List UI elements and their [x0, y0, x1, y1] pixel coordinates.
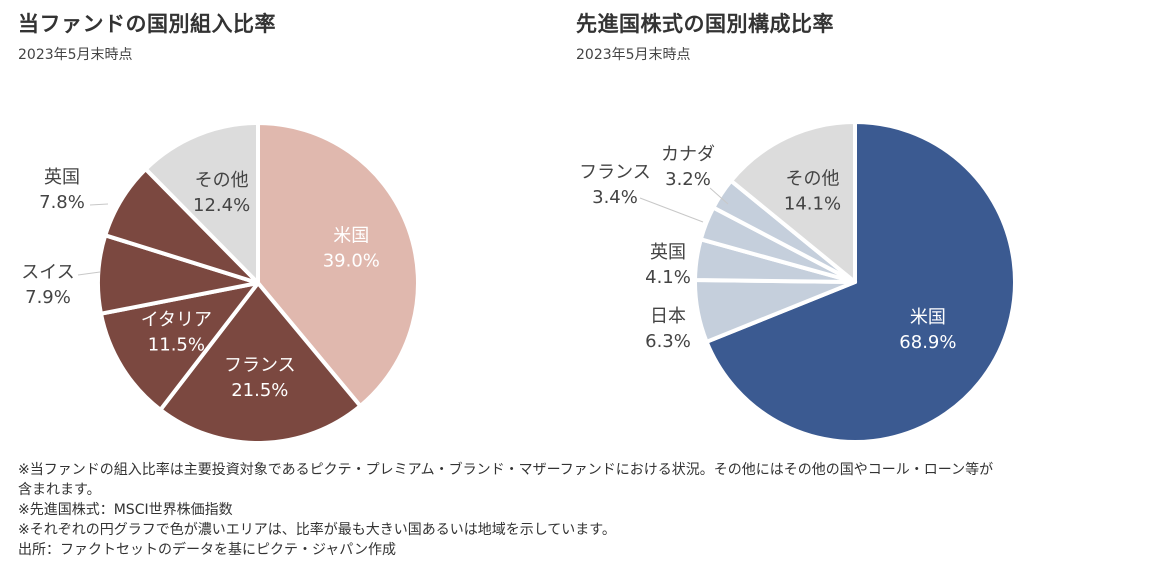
leader-line	[639, 197, 704, 223]
chart-2-subtitle: 2023年5月末時点	[576, 47, 691, 63]
pie-slice	[158, 281, 363, 445]
footnotes: ※当ファンドの組入比率は主要投資対象であるピクテ・プレミアム・ブランド・マザーフ…	[18, 460, 1138, 560]
pie-chart-fund-allocation: 米国 39.0% フランス 21.5% イタリア 11.5% スイス 7.9% 英国 7.8% その…	[21, 121, 420, 445]
slice-label: 米国	[333, 225, 369, 246]
chart-1-subtitle: 2023年5月末時点	[18, 47, 133, 63]
leader-line	[709, 187, 729, 205]
pie-slice	[98, 281, 260, 412]
footnote-line: 含まれます。	[18, 482, 101, 498]
slice-value-label: 3.2%	[665, 169, 711, 190]
slice-value-label: 6.3%	[645, 331, 691, 352]
slice-label: 米国	[910, 307, 946, 328]
slice-value-label: 21.5%	[231, 380, 288, 401]
leader-line	[89, 203, 109, 206]
footnote-line: ※当ファンドの組入比率は主要投資対象であるピクテ・プレミアム・ブランド・マザーフ…	[18, 462, 994, 478]
slice-value-label: 14.1%	[784, 193, 841, 214]
slice-value-label: 4.1%	[645, 267, 691, 288]
slice-label: 英国	[650, 242, 686, 263]
footnote-line: ※それぞれの円グラフで色が濃いエリアは、比率が最も大きい国あるいは地域を示してい…	[18, 522, 616, 538]
slice-label: 英国	[44, 167, 80, 188]
pie-charts-canvas: 米国 39.0% フランス 21.5% イタリア 11.5% スイス 7.9% 英国 7.8% その…	[21, 120, 1018, 445]
pie-slice	[704, 120, 1018, 444]
slice-label: スイス	[21, 262, 74, 283]
pie-slice	[143, 121, 260, 285]
chart-1-title: 当ファンドの国別組入比率	[18, 12, 276, 36]
chart-2-title: 先進国株式の国別構成比率	[576, 12, 834, 36]
slice-value-label: 39.0%	[323, 250, 380, 271]
slice-label: フランス	[579, 162, 651, 183]
slice-label: その他	[786, 168, 840, 189]
slice-value-label: 11.5%	[148, 335, 205, 356]
slice-value-label: 7.9%	[25, 287, 71, 308]
footnote-line: 出所：ファクトセットのデータを基にピクテ・ジャパン作成	[18, 542, 396, 558]
pie-slice	[729, 120, 857, 284]
leader-line	[77, 271, 101, 276]
slice-label: フランス	[224, 355, 296, 376]
slice-label: その他	[195, 170, 249, 191]
footnote-line: ※先進国株式：MSCI世界株価指数	[18, 502, 233, 518]
slice-label: イタリア	[141, 310, 212, 331]
slice-value-label: 7.8%	[39, 192, 85, 213]
pie-chart-developed-markets: 米国 68.9% 日本 6.3% 英国 4.1% フランス 3.4% カナダ 3.2% その他 14.…	[579, 120, 1018, 444]
slice-label: カナダ	[661, 144, 715, 165]
pie-slice	[256, 121, 420, 409]
slice-value-label: 12.4%	[193, 195, 250, 216]
slice-label: 日本	[650, 306, 686, 327]
slice-value-label: 3.4%	[592, 187, 638, 208]
slice-value-label: 68.9%	[899, 332, 956, 353]
